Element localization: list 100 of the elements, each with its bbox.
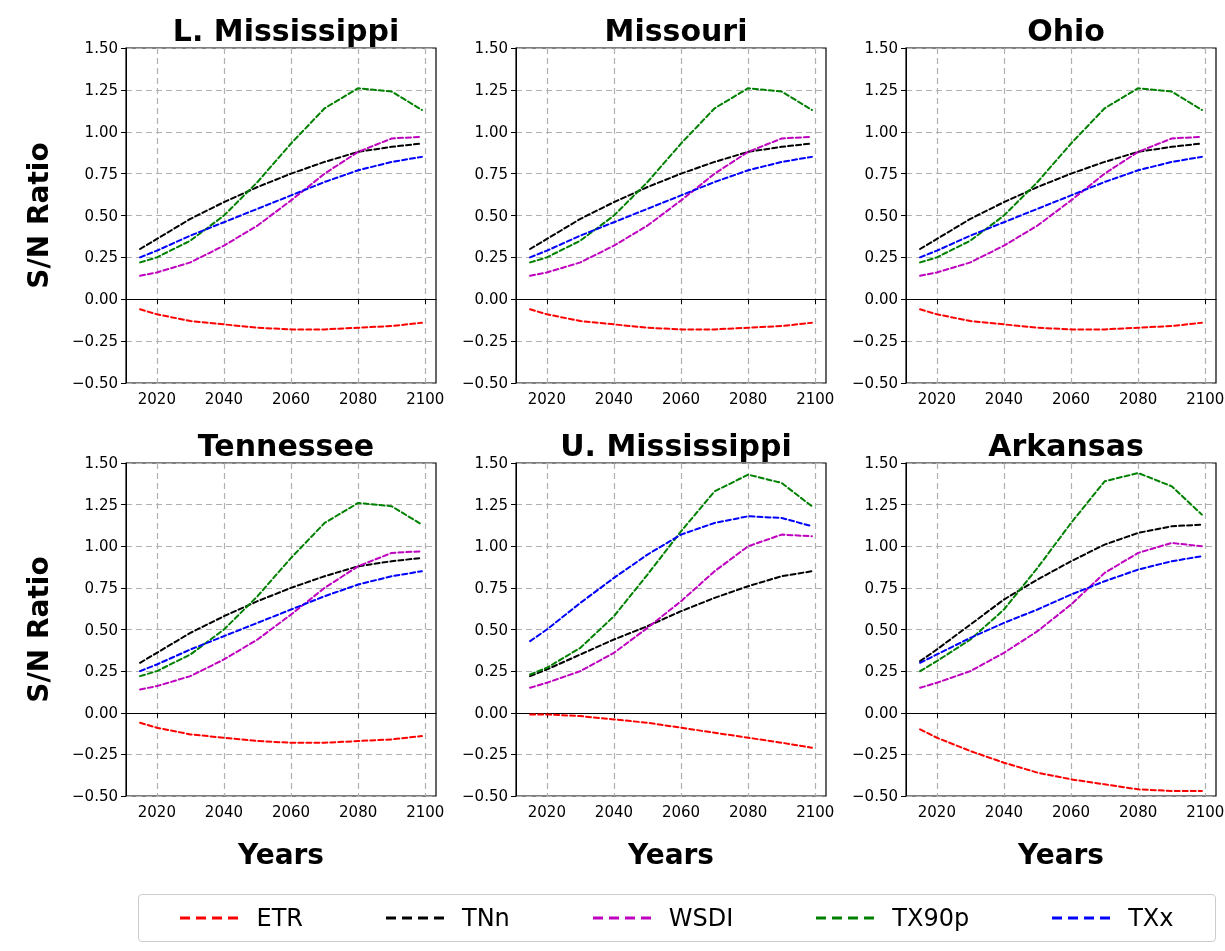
line-series: [919, 541, 1203, 689]
line-series: [919, 523, 1203, 663]
y-tick-label: 0.25: [84, 662, 118, 681]
x-tick-label: 2080: [1119, 389, 1158, 408]
y-tick-label: 0.75: [474, 164, 508, 183]
y-tick-label: 0.25: [864, 662, 898, 681]
line-series: [139, 721, 423, 744]
line-series: [529, 135, 813, 277]
y-tick-label: 1.50: [474, 39, 508, 57]
x-tick-label: 2060: [1051, 802, 1091, 821]
chart-title: L. Mississippi: [172, 12, 400, 48]
y-tick-label: 0.50: [84, 206, 118, 225]
x-tick-label: 2020: [917, 802, 956, 821]
x-tick-label: 2040: [204, 389, 244, 408]
x-tick-label: 2040: [984, 802, 1024, 821]
y-tick-label: 0.75: [84, 578, 118, 597]
line-series: [529, 87, 813, 264]
x-tick-label: 2080: [339, 389, 378, 408]
line-series: [919, 155, 1203, 259]
x-tick-label: 2020: [137, 389, 176, 408]
y-tick-label: 1.25: [84, 495, 118, 514]
line-series: [139, 550, 423, 691]
y-tick-label: −0.50: [852, 787, 898, 805]
y-tick-label: 1.00: [474, 537, 508, 556]
y-tick-label: 1.50: [84, 454, 118, 472]
y-tick-label: 1.50: [474, 454, 508, 472]
y-tick-label: −0.25: [852, 745, 898, 764]
y-tick-label: 0.25: [84, 248, 118, 267]
y-tick-label: 1.25: [864, 495, 898, 514]
y-tick-label: −0.50: [462, 787, 508, 805]
y-axis-title: S/N Ratio: [21, 142, 55, 289]
y-tick-label: 1.25: [864, 80, 898, 99]
line-series: [139, 87, 423, 264]
x-tick-label: 2020: [527, 389, 566, 408]
y-tick-label: 0.25: [864, 248, 898, 267]
y-tick-label: −0.50: [852, 374, 898, 392]
line-series: [139, 155, 423, 259]
chart-title: Missouri: [604, 12, 748, 48]
x-tick-label: 2060: [271, 802, 311, 821]
line-series: [529, 155, 813, 259]
y-tick-label: 0.50: [84, 620, 118, 639]
y-axis-title: S/N Ratio: [21, 556, 55, 703]
y-tick-label: −0.25: [852, 332, 898, 351]
x-tick-label: 2060: [661, 802, 701, 821]
y-tick-label: 0.75: [864, 578, 898, 597]
y-tick-label: 0.00: [864, 703, 898, 722]
y-tick-label: 1.25: [84, 80, 118, 99]
chart-title: Ohio: [1027, 12, 1105, 48]
y-tick-label: 0.00: [84, 703, 118, 722]
line-series: [529, 570, 813, 678]
x-tick-label: 2080: [1119, 802, 1158, 821]
x-tick-label: 2020: [527, 802, 566, 821]
y-tick-label: 0.00: [474, 290, 508, 309]
y-tick-label: −0.50: [72, 374, 118, 392]
y-tick-label: 1.50: [84, 39, 118, 57]
y-tick-label: −0.25: [462, 332, 508, 351]
y-tick-label: 0.50: [864, 620, 898, 639]
x-tick-label: 2040: [594, 389, 634, 408]
line-series: [919, 555, 1203, 664]
legend-label: WSDI: [668, 904, 734, 932]
y-tick-label: 0.75: [864, 164, 898, 183]
line-series: [139, 556, 423, 664]
y-tick-label: 0.75: [84, 164, 118, 183]
chart-title: U. Mississippi: [560, 427, 792, 463]
y-tick-label: −0.50: [72, 787, 118, 805]
x-axis-title: Years: [236, 837, 325, 871]
y-tick-label: 0.25: [474, 248, 508, 267]
chart-title: Tennessee: [197, 427, 375, 463]
y-tick-label: 0.75: [474, 578, 508, 597]
line-series: [529, 473, 813, 676]
x-tick-label: 2040: [204, 802, 244, 821]
x-tick-label: 2080: [729, 802, 768, 821]
y-tick-label: 1.00: [84, 122, 118, 141]
x-tick-label: 2100: [406, 389, 445, 408]
x-tick-label: 2080: [339, 802, 378, 821]
line-series: [919, 87, 1203, 264]
legend-label: TXx: [1128, 904, 1174, 932]
legend-label: ETR: [256, 904, 303, 932]
x-tick-label: 2100: [406, 802, 445, 821]
y-tick-label: 0.25: [474, 662, 508, 681]
y-tick-label: 0.50: [474, 206, 508, 225]
x-tick-label: 2020: [917, 389, 956, 408]
x-tick-label: 2060: [271, 389, 311, 408]
x-tick-label: 2020: [137, 802, 176, 821]
x-axis-title: Years: [1016, 837, 1105, 871]
line-series: [919, 308, 1203, 331]
y-tick-label: 0.50: [864, 206, 898, 225]
x-tick-label: 2040: [594, 802, 634, 821]
y-tick-label: 1.00: [474, 122, 508, 141]
y-tick-label: −0.25: [72, 332, 118, 351]
y-tick-label: 0.00: [474, 703, 508, 722]
y-tick-label: 1.00: [864, 537, 898, 556]
line-series: [529, 515, 813, 643]
x-tick-label: 2040: [984, 389, 1024, 408]
x-tick-label: 2100: [796, 389, 835, 408]
chart-title: Arkansas: [988, 427, 1144, 463]
x-tick-label: 2060: [1051, 389, 1091, 408]
y-tick-label: 0.50: [474, 620, 508, 639]
x-tick-label: 2060: [661, 389, 701, 408]
y-tick-label: 1.25: [474, 80, 508, 99]
